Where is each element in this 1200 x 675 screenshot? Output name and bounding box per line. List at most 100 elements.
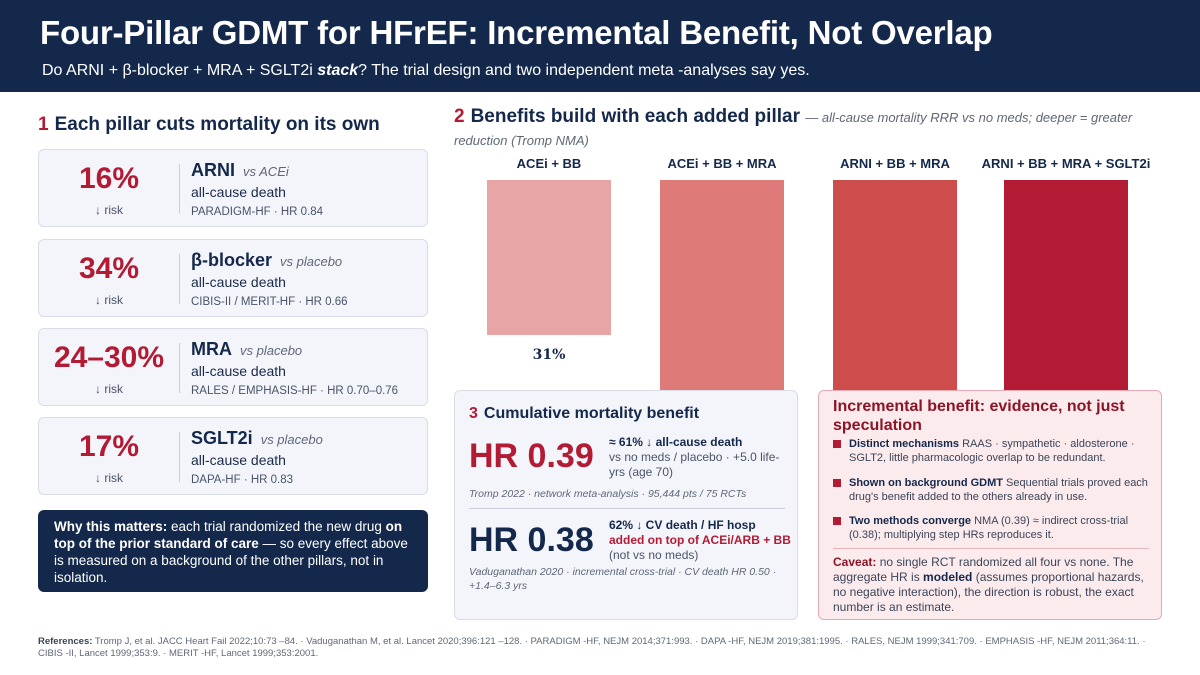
pillar-trial: CIBIS-II / MERIT-HF · HR 0.66: [191, 296, 348, 308]
incremental-item: Distinct mechanisms RAAS · sympathetic ·…: [833, 437, 1155, 465]
pillar-risk-label: ↓ risk: [95, 382, 123, 396]
references: References: Tromp J, et al. JACC Heart F…: [38, 636, 1168, 660]
header-banner: Four-Pillar GDMT for HFrEF: Incremental …: [0, 0, 1200, 92]
pillar-drug-name: ARNI: [191, 160, 235, 180]
pillar-risk-label: ↓ risk: [95, 471, 123, 485]
pillar-comparator: vs placebo: [260, 432, 323, 447]
section1-title: 1 Each pillar cuts mortality on its own: [38, 114, 380, 136]
bar: [660, 180, 784, 420]
pillar-comparator: vs ACEi: [243, 164, 289, 179]
references-label: References:: [38, 636, 93, 647]
bullet-square-icon: [833, 479, 841, 487]
pillar-card-beta-blocker: 34% ↓ risk β-blocker vs placebo all-cause…: [38, 239, 428, 317]
caveat-label: Caveat:: [833, 555, 877, 569]
hr-tromp-description: ≈ 61% ↓ all-cause death vs no meds / plac…: [609, 435, 791, 480]
caveat-pre: no single RCT randomized all four vs non…: [833, 555, 1134, 584]
section3-title: 3 Cumulative mortality benefit: [469, 405, 699, 423]
cumulative-benefit-box: 3 Cumulative mortality benefit HR 0.39 ≈ …: [454, 390, 798, 620]
pillar-pct: 17%: [78, 430, 140, 463]
incremental-item-text: RAAS · sympathetic · aldosterone · SGLT2…: [849, 438, 1135, 464]
pillar-divider: [179, 254, 180, 304]
pillar-pct: 34%: [78, 252, 140, 285]
bar-category-label: ARNI + BB + MRA + SGLT2i: [981, 156, 1151, 171]
pillar-card-sglt2i: 17% ↓ risk SGLT2i vs placebo all-cause de…: [38, 417, 428, 495]
pillar-trial: PARADIGM-HF · HR 0.84: [191, 206, 324, 218]
hr-tromp-citation: Tromp 2022 · network meta-analysis · 95,…: [469, 488, 747, 500]
hr-tromp-value: HR 0.39: [469, 437, 594, 475]
pillar-endpoint: all-cause death: [191, 363, 286, 379]
pillar-endpoint: all-cause death: [191, 452, 286, 468]
pillar-risk-label: ↓ risk: [95, 203, 123, 217]
section2-number: 2: [454, 106, 465, 127]
caveat-post: (assumes proportional hazards, no negati…: [833, 570, 1144, 614]
caveat-text: Caveat: no single RCT randomized all fou…: [833, 555, 1153, 615]
section2-title: 2 Benefits build with each added pillar —…: [454, 106, 1174, 152]
pillar-card-arni: 16% ↓ risk ARNI vs ACEi all-cause death P…: [38, 149, 428, 227]
subtitle-emphasis: stack: [317, 62, 359, 79]
incremental-item: Two methods converge NMA (0.39) ≈ indire…: [833, 514, 1155, 542]
incremental-divider: [833, 548, 1149, 549]
pillar-trial: DAPA-HF · HR 0.83: [191, 474, 294, 486]
section3-title-text: Cumulative mortality benefit: [483, 405, 700, 422]
pillar-comparator: vs placebo: [240, 343, 303, 358]
section3-number: 3: [469, 405, 478, 422]
subtitle-pre: Do ARNI + β-blocker + MRA + SGLT2i: [42, 62, 318, 79]
pillar-drug: ARNI vs ACEi: [191, 160, 289, 181]
page-subtitle: Do ARNI + β-blocker + MRA + SGLT2i stack…: [42, 62, 810, 80]
hr-vaduganathan-description: 62% ↓ CV death / HF hosp added on top of …: [609, 518, 791, 563]
hr-tromp-headline: ≈ 61% ↓ all-cause death: [609, 435, 743, 449]
pillar-pct: 16%: [78, 162, 140, 195]
caveat-bold: modeled: [923, 570, 973, 584]
pillar-drug-name: SGLT2i: [191, 428, 253, 448]
section2-title-text: Benefits build with each added pillar: [470, 106, 800, 127]
bullet-square-icon: [833, 517, 841, 525]
hr-vaduganathan-background: added on top of ACEi/ARB + BB: [609, 533, 791, 547]
incremental-item-text: Sequential trials proved each drug's ben…: [849, 477, 1148, 503]
cumulative-divider: [469, 508, 785, 509]
references-text: Tromp J, et al. JACC Heart Fail 2022;10:…: [38, 636, 1146, 659]
bar-category-label: ACEi + BB + MRA: [667, 156, 777, 171]
bullet-square-icon: [833, 440, 841, 448]
hr-vaduganathan-citation: Vaduganathan 2020 · incremental cross-tr…: [469, 566, 777, 592]
bar: [487, 180, 611, 335]
pillar-drug: SGLT2i vs placebo: [191, 428, 323, 449]
pillar-risk-label: ↓ risk: [95, 293, 123, 307]
pillar-divider: [179, 343, 180, 393]
pillar-drug-name: β-blocker: [191, 250, 273, 270]
pillar-drug-name: MRA: [191, 339, 232, 359]
hr-vaduganathan-headline: 62% ↓ CV death / HF hosp: [609, 518, 756, 532]
pillar-endpoint: all-cause death: [191, 274, 286, 290]
hr-vaduganathan-detail: (not vs no meds): [609, 548, 699, 562]
bar-value-label: 31%: [532, 347, 566, 363]
why-this-matters-box: Why this matters: each trial randomized …: [38, 510, 428, 592]
section1-title-text: Each pillar cuts mortality on its own: [54, 114, 380, 135]
subtitle-post: ? The trial design and two independent m…: [358, 62, 810, 79]
pillar-trial: RALES / EMPHASIS-HF · HR 0.70–0.76: [191, 385, 399, 397]
incremental-item: Shown on background GDMT Sequential tria…: [833, 476, 1155, 504]
pillar-card-mra: 24–30% ↓ risk MRA vs placebo all-cause de…: [38, 328, 428, 406]
pillar-divider: [179, 432, 180, 482]
incremental-benefit-box: Incremental benefit: evidence, not just …: [818, 390, 1162, 620]
pillar-drug: β-blocker vs placebo: [191, 250, 342, 271]
why-bold: on top of the prior standard of care: [54, 519, 403, 551]
hr-vaduganathan-value: HR 0.38: [469, 521, 594, 559]
incremental-item-bold: Shown on background GDMT: [849, 477, 1003, 489]
section1-number: 1: [38, 114, 49, 135]
pillar-endpoint: all-cause death: [191, 184, 286, 200]
incremental-title: Incremental benefit: evidence, not just …: [833, 398, 1125, 434]
why-pre: each trial randomized the new drug: [167, 519, 386, 534]
why-post: — so every effect above is measured on a…: [54, 536, 408, 585]
incremental-item-text: NMA (0.39) ≈ indirect cross-trial (0.38)…: [849, 515, 1129, 541]
incremental-item-bold: Two methods converge: [849, 515, 972, 527]
page-title: Four-Pillar GDMT for HFrEF: Incremental …: [40, 14, 993, 51]
pillar-drug: MRA vs placebo: [191, 339, 302, 360]
incremental-item-bold: Distinct mechanisms: [849, 438, 960, 450]
pillar-comparator: vs placebo: [280, 254, 343, 269]
bar-category-label: ACEi + BB: [516, 156, 582, 171]
section2-subtitle: — all-cause mortality RRR vs no meds; de…: [454, 110, 1133, 148]
pillar-divider: [179, 164, 180, 214]
hr-tromp-detail: vs no meds / placebo · +5.0 life-yrs (ag…: [609, 450, 780, 479]
why-label: Why this matters:: [54, 519, 168, 534]
pillar-pct: 24–30%: [53, 341, 165, 374]
bar-category-label: ARNI + BB + MRA: [840, 156, 950, 171]
